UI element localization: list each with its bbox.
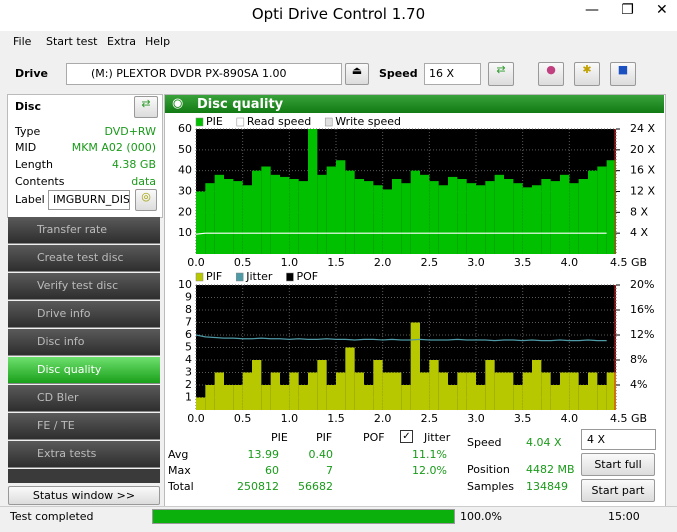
disc-key: Type: [15, 125, 41, 138]
disc-key: Contents: [15, 175, 65, 188]
menu-item[interactable]: Extra: [107, 35, 137, 48]
nav-item[interactable]: Create test disc: [8, 245, 160, 272]
status-window-button[interactable]: Status window >>: [8, 486, 160, 505]
drive-select[interactable]: (M:) PLEXTOR DVDR PX-890SA 1.00: [66, 63, 342, 85]
nav-filler: [8, 469, 160, 483]
disc-title: Disc: [15, 100, 41, 113]
info-value: 134849: [526, 480, 568, 493]
progress-bar: [152, 509, 455, 524]
disc-refresh[interactable]: ⇄: [134, 96, 158, 118]
nav-item[interactable]: Extra tests: [8, 441, 160, 468]
stats-value: 56682: [298, 480, 333, 493]
disc-value: DVD+RW: [104, 125, 156, 138]
start-part-button[interactable]: Start part: [581, 479, 655, 502]
save-button[interactable]: ■: [610, 62, 636, 86]
info-value: 4482 MB: [526, 463, 575, 476]
stats-value: 11.1%: [412, 448, 447, 461]
label-button[interactable]: ◎: [135, 189, 157, 211]
refresh-button[interactable]: ⇄: [488, 62, 514, 86]
stats-row-label: Max: [168, 464, 191, 477]
menu-item[interactable]: File: [13, 35, 32, 48]
stats-header: PIE: [271, 431, 288, 444]
panel-title: Disc quality: [197, 97, 284, 112]
menu-item[interactable]: Start test: [46, 35, 98, 48]
test-speed-select[interactable]: 4 X: [581, 429, 656, 450]
stats-value: 60: [265, 464, 279, 477]
stats-row-label: Avg: [168, 448, 189, 461]
stats-value: 250812: [237, 480, 279, 493]
jitter-checkbox[interactable]: ✓: [400, 430, 413, 443]
window-title: Opti Drive Control 1.70: [251, 5, 426, 23]
label-input[interactable]: IMGBURN_DIS: [48, 190, 130, 210]
disc-value: data: [131, 175, 156, 188]
disc-key: Label: [15, 193, 45, 206]
status-text: Test completed: [10, 510, 94, 523]
drive-label: Drive: [15, 67, 48, 80]
stats-value: 0.40: [308, 448, 334, 461]
nav-item[interactable]: FE / TE: [8, 413, 160, 440]
speed-label: Speed: [379, 67, 418, 80]
status-time: 15:00: [608, 510, 640, 523]
window-controls[interactable]: — ❐ ✕: [585, 2, 668, 18]
eject-button[interactable]: ⏏: [345, 63, 369, 85]
stats-row-label: Total: [168, 480, 194, 493]
start-full-button[interactable]: Start full: [581, 453, 655, 476]
progress-text: 100.0%: [460, 510, 502, 523]
nav-item[interactable]: Verify test disc: [8, 273, 160, 300]
nav-item[interactable]: Drive info: [8, 301, 160, 328]
disc-value: MKM A02 (000): [71, 141, 156, 154]
nav-item[interactable]: Disc quality: [8, 357, 160, 384]
menu-item[interactable]: Help: [145, 35, 171, 48]
info-label: Position: [467, 463, 510, 476]
erase-button[interactable]: ●: [538, 62, 564, 86]
info-label: Samples: [467, 480, 514, 493]
disc-key: Length: [15, 158, 53, 171]
disc-key: MID: [15, 141, 37, 154]
nav-item[interactable]: Transfer rate: [8, 217, 160, 244]
disc-value: 4.38 GB: [111, 158, 156, 171]
nav-item[interactable]: CD Bler: [8, 385, 160, 412]
stats-value: 12.0%: [412, 464, 447, 477]
nav-item[interactable]: Disc info: [8, 329, 160, 356]
speed-select[interactable]: 16 X: [424, 63, 481, 85]
panel-header: [165, 95, 664, 113]
stats-header: Jitter: [424, 431, 451, 444]
settings-button[interactable]: ✱: [574, 62, 600, 86]
stats-header: POF: [363, 431, 385, 444]
panel-icon: ◉: [172, 96, 184, 111]
title-bar: [0, 0, 677, 31]
stats-value: 7: [326, 464, 333, 477]
stats-value: 13.99: [247, 448, 280, 461]
info-value: 4.04 X: [526, 436, 562, 449]
stats-header: PIF: [316, 431, 333, 444]
info-label: Speed: [467, 436, 502, 449]
